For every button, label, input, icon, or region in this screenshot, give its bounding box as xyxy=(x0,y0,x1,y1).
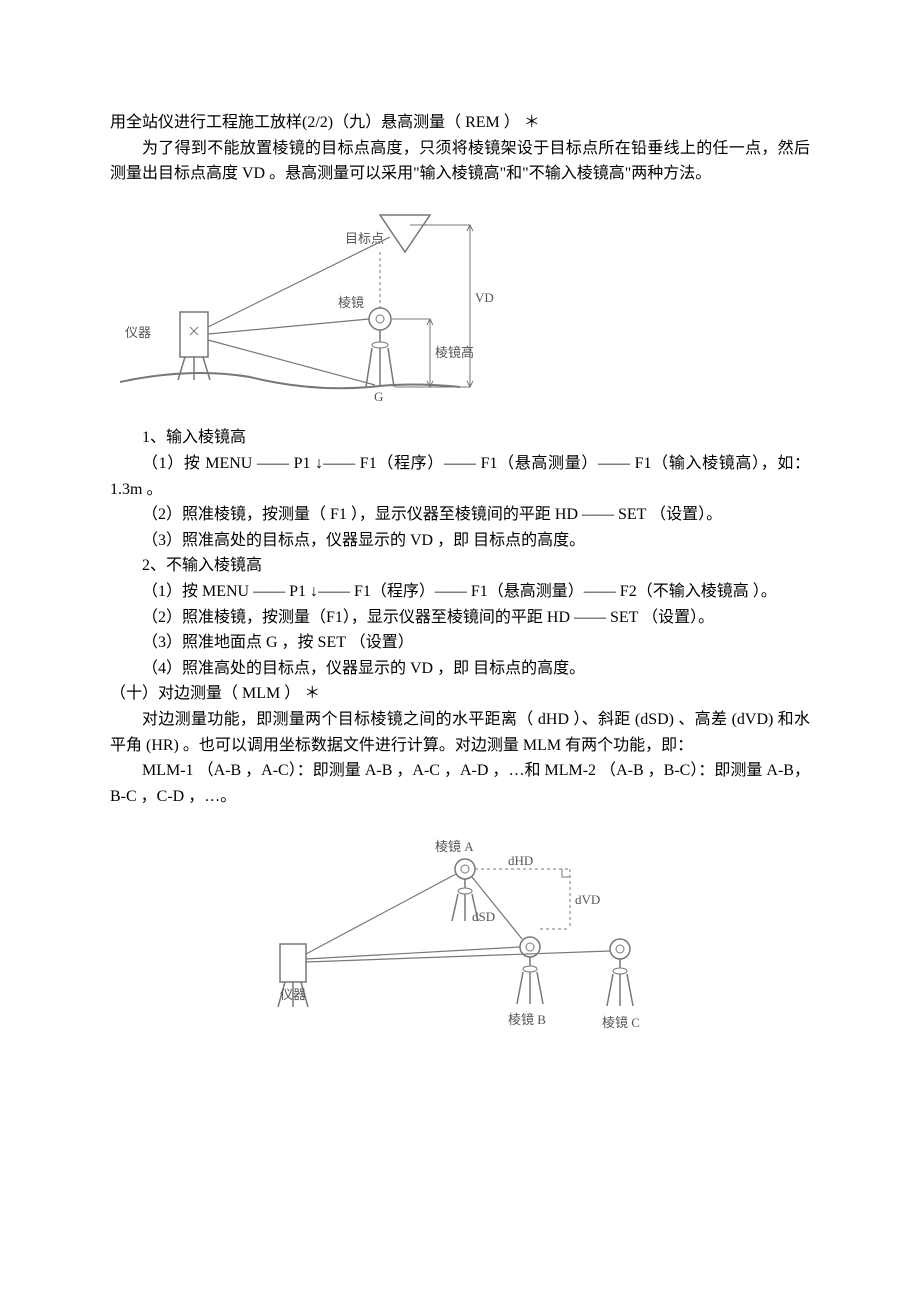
section-1-step-1: （1）按 MENU —— P1 ↓—— F1（程序）—— F1（悬高测量）—— … xyxy=(110,451,810,502)
rem-diagram-svg: 仪器 目标点 棱镜 VD 棱镜高 G xyxy=(110,197,530,407)
section-2-step-1: （1）按 MENU —— P1 ↓—— F1（程序）—— F1（悬高测量）—— … xyxy=(110,579,810,605)
label-prism-a: 棱镜 A xyxy=(435,839,474,854)
label-prism-height: 棱镜高 xyxy=(435,345,474,360)
label-prism-b: 棱镜 B xyxy=(508,1012,546,1027)
section-1-step-2: （2）照准棱镜，按测量（ F1 ），显示仪器至棱镜间的平距 HD —— SET … xyxy=(110,502,810,528)
label-vd: VD xyxy=(475,290,494,305)
figure-rem: 仪器 目标点 棱镜 VD 棱镜高 G xyxy=(110,197,810,416)
section-2-step-3: （3）照准地面点 G ，按 SET （设置） xyxy=(110,630,810,656)
label-target: 目标点 xyxy=(345,231,384,246)
intro-paragraph: 为了得到不能放置棱镜的目标点高度，只须将棱镜架设于目标点所在铅垂线上的任一点，然… xyxy=(110,136,810,187)
section-10-title: （十）对边测量（ MLM ） ＊ xyxy=(110,681,810,707)
label-dvd: dVD xyxy=(575,892,600,907)
section-1-title: 1、输入棱镜高 xyxy=(110,425,810,451)
section-10-p1: 对边测量功能，即测量两个目标棱镜之间的水平距离（ dHD ）、斜距 (dSD) … xyxy=(110,707,810,758)
label-prism-c: 棱镜 C xyxy=(602,1015,640,1030)
section-2-title: 2、不输入棱镜高 xyxy=(110,553,810,579)
label-prism: 棱镜 xyxy=(338,295,364,310)
label-dhd: dHD xyxy=(508,853,533,868)
document-page: 用全站仪进行工程施工放样(2/2)（九）悬高测量（ REM ） ＊ 为了得到不能… xyxy=(0,0,920,1118)
section-2-step-4: （4）照准高处的目标点，仪器显示的 VD ，即 目标点的高度。 xyxy=(110,656,810,682)
section-10-p2: MLM-1 （A-B ，A-C）：即测量 A-B ，A-C ，A-D ，…和 M… xyxy=(110,758,810,809)
mlm-diagram-svg: 仪器 棱镜 A 棱镜 B 棱镜 C dHD dSD dVD xyxy=(240,829,680,1039)
page-title: 用全站仪进行工程施工放样(2/2)（九）悬高测量（ REM ） ＊ xyxy=(110,110,810,136)
label-instrument-2: 仪器 xyxy=(280,987,306,1002)
figure-mlm: 仪器 棱镜 A 棱镜 B 棱镜 C dHD dSD dVD xyxy=(110,829,810,1048)
label-instrument: 仪器 xyxy=(125,325,151,340)
label-g: G xyxy=(374,389,383,404)
section-2-step-2: （2）照准棱镜，按测量（F1），显示仪器至棱镜间的平距 HD —— SET （设… xyxy=(110,605,810,631)
label-dsd: dSD xyxy=(472,909,495,924)
section-1-step-3: （3）照准高处的目标点，仪器显示的 VD ，即 目标点的高度。 xyxy=(110,528,810,554)
